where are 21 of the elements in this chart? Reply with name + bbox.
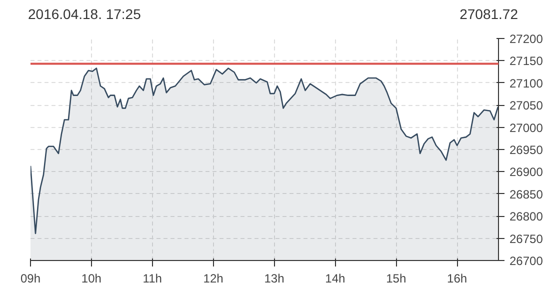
x-tick-label: 10h [81, 272, 102, 286]
x-tick-label: 09h [20, 272, 41, 286]
y-tick-label: 27200 [510, 32, 544, 46]
y-tick-label: 26750 [510, 232, 544, 246]
x-tick-label: 14h [325, 272, 346, 286]
x-tick-label: 11h [142, 272, 162, 286]
y-tick-label: 27150 [510, 54, 544, 68]
x-tick-label: 16h [447, 272, 468, 286]
x-tick-label: 13h [264, 272, 284, 286]
y-tick-label: 27000 [510, 120, 544, 135]
chart-subtitle: 27081.72 [460, 5, 518, 24]
x-tick-label: 15h [386, 272, 406, 286]
y-tick-label: 27100 [510, 76, 544, 90]
y-tick-label: 26800 [510, 210, 544, 224]
y-tick-label: 26950 [510, 143, 544, 157]
y-tick-label: 26900 [510, 165, 544, 180]
chart-title: 2016.04.18. 17:25 [28, 5, 141, 24]
y-tick-label: 27050 [510, 98, 544, 113]
y-tick-label: 26700 [510, 254, 544, 268]
x-tick-label: 12h [203, 272, 224, 286]
y-tick-label: 26850 [510, 187, 544, 202]
